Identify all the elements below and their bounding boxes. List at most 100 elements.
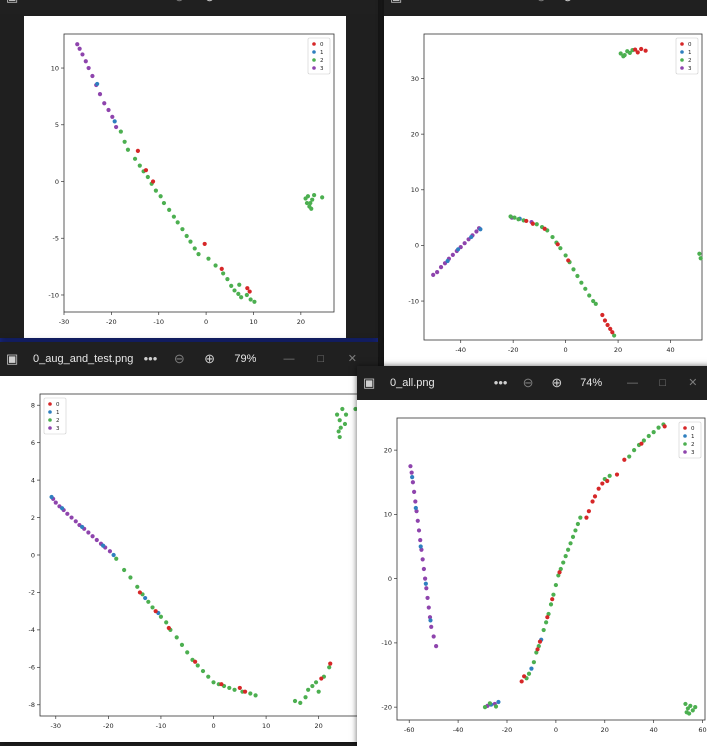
legend-marker-2 xyxy=(312,58,316,62)
data-point-class-2 xyxy=(171,214,176,219)
title-bar[interactable]: ▣ 0_aug_and_val.png ••• ⊖ ⊕ 80% — □ ✕ xyxy=(0,0,378,14)
x-tick-label: 20 xyxy=(614,346,622,354)
file-name: 0_aug_and_test.png xyxy=(33,353,134,365)
zoom-out-button[interactable]: ⊖ xyxy=(536,0,547,14)
y-tick-label: 8 xyxy=(31,402,35,410)
x-tick-label: -30 xyxy=(59,318,70,326)
legend-label: 0 xyxy=(56,402,60,408)
maximize-button[interactable]: □ xyxy=(661,0,668,14)
zoom-in-button[interactable]: ⊕ xyxy=(204,0,215,14)
data-point-class-2 xyxy=(146,599,151,604)
data-point-class-2 xyxy=(516,217,521,222)
zoom-out-button[interactable]: ⊖ xyxy=(522,375,534,390)
x-tick-label: -30 xyxy=(50,722,61,730)
data-point-class-0 xyxy=(662,424,667,429)
data-point-class-2 xyxy=(558,246,563,251)
close-button[interactable]: ✕ xyxy=(688,377,698,389)
data-point-class-2 xyxy=(683,701,688,707)
data-point-class-2 xyxy=(553,582,558,588)
data-point-class-2 xyxy=(305,194,311,199)
data-point-class-3 xyxy=(83,59,88,64)
more-options-button[interactable]: ••• xyxy=(509,0,523,14)
data-point-class-0 xyxy=(153,609,158,614)
maximize-button[interactable]: □ xyxy=(659,377,667,389)
data-point-class-1 xyxy=(111,552,116,558)
minimize-button[interactable]: — xyxy=(632,0,643,14)
maximize-button[interactable]: □ xyxy=(318,0,325,14)
more-options-button[interactable]: ••• xyxy=(493,375,508,390)
minimize-button[interactable]: — xyxy=(283,353,295,365)
data-point-class-2 xyxy=(145,174,150,180)
image-viewport[interactable]: -30 -20 -10 0 10 20 -10 -5 0 5 10 0 1 2 3 xyxy=(0,14,378,338)
legend-marker-1 xyxy=(683,434,687,438)
data-point-class-3 xyxy=(426,605,431,610)
data-point-class-3 xyxy=(424,586,429,591)
data-point-class-3 xyxy=(80,52,85,57)
zoom-out-button[interactable]: ⊖ xyxy=(173,351,185,366)
data-point-class-2 xyxy=(621,54,626,59)
y-tick-label: 10 xyxy=(51,64,59,72)
data-point-class-2 xyxy=(122,139,127,144)
zoom-level: 80% xyxy=(234,0,256,2)
more-options-button[interactable]: ••• xyxy=(143,351,158,366)
data-point-class-2 xyxy=(118,129,123,134)
close-button[interactable]: ✕ xyxy=(688,0,697,14)
title-bar[interactable]: ▣ 0_aug_and_train.png••• ⊖ ⊕ 81% — □ ✕ xyxy=(384,0,707,14)
data-point-class-0 xyxy=(150,179,156,184)
data-point-class-0 xyxy=(143,168,149,173)
more-options-button[interactable]: ••• xyxy=(144,0,158,14)
zoom-out-button[interactable]: ⊖ xyxy=(174,0,185,14)
file-name: 0_all.png xyxy=(390,377,435,389)
data-point-class-2 xyxy=(135,584,140,589)
maximize-button[interactable]: □ xyxy=(317,353,325,365)
title-bar[interactable]: ▣ 0_aug_and_test.png ••• ⊖ ⊕ 79% — □ ✕ xyxy=(0,342,378,376)
title-bar[interactable]: ▣ 0_all.png ••• ⊖ ⊕ 74% — □ ✕ xyxy=(357,366,707,400)
image-viewport[interactable]: -60 -40 -20 0 20 40 60 -20 -10 0 10 20 0 1 2 3 xyxy=(357,400,707,746)
close-button[interactable]: ✕ xyxy=(348,0,357,14)
minimize-button[interactable]: — xyxy=(284,0,295,14)
viewer-window-w4[interactable]: ▣ 0_all.png ••• ⊖ ⊕ 74% — □ ✕ -60 -40 -20 0 20 40 60 -20… xyxy=(357,366,707,746)
data-point-class-0 xyxy=(245,286,250,291)
data-point-class-0 xyxy=(590,499,595,504)
data-point-class-2 xyxy=(607,473,612,478)
viewer-window-w2[interactable]: ▣0_aug_and_train.png•••⊖⊕81%—□✕-40-20020… xyxy=(384,0,707,366)
viewer-window-w1[interactable]: ▣ 0_aug_and_val.png ••• ⊖ ⊕ 80% — □ ✕ -30 -20 -10 0 1… xyxy=(0,0,378,338)
y-tick-label: 20 xyxy=(411,130,419,138)
zoom-in-button[interactable]: ⊕ xyxy=(562,0,573,14)
viewer-window-w3[interactable]: ▣ 0_aug_and_test.png ••• ⊖ ⊕ 79% — □ ✕ -30 -20 -10 0… xyxy=(0,342,378,742)
data-point-class-2 xyxy=(550,234,555,240)
x-tick-label: 20 xyxy=(601,726,609,734)
scatter-chart-w4: -60 -40 -20 0 20 40 60 -20 -10 0 10 20 0 1 2 3 xyxy=(381,417,707,734)
data-point-class-2 xyxy=(206,674,211,679)
data-point-class-3 xyxy=(65,511,70,516)
data-point-class-2 xyxy=(353,406,358,412)
close-button[interactable]: ✕ xyxy=(347,353,357,365)
legend-marker-2 xyxy=(48,418,52,422)
minimize-button[interactable]: — xyxy=(627,377,638,389)
data-point-class-2 xyxy=(316,689,321,694)
zoom-in-button[interactable]: ⊕ xyxy=(204,351,216,366)
y-tick-label: 5 xyxy=(55,121,59,129)
data-point-class-1 xyxy=(496,699,501,705)
y-tick-label: 0 xyxy=(31,551,35,559)
data-point-class-2 xyxy=(308,200,313,206)
data-point-class-2 xyxy=(534,650,539,655)
data-point-class-2 xyxy=(343,412,349,417)
zoom-in-button[interactable]: ⊕ xyxy=(551,375,563,390)
data-point-class-2 xyxy=(153,188,158,193)
data-point-class-1 xyxy=(112,119,117,124)
data-point-class-3 xyxy=(409,470,414,475)
data-point-class-0 xyxy=(622,457,627,462)
data-point-class-2 xyxy=(337,434,342,440)
y-tick-label: 0 xyxy=(55,178,59,186)
data-point-class-2 xyxy=(248,691,253,696)
image-viewport[interactable]: -40 -20 0 20 40 -10 0 10 20 30 0 1 2 3 xyxy=(384,14,707,366)
data-point-class-2 xyxy=(132,156,138,161)
data-point-class-2 xyxy=(612,333,617,338)
file-name: 0_aug_and_train.png xyxy=(417,0,521,2)
legend-label: 3 xyxy=(56,426,60,432)
data-point-class-2 xyxy=(175,220,180,225)
data-point-class-2 xyxy=(571,267,576,272)
legend-marker-3 xyxy=(48,426,52,430)
